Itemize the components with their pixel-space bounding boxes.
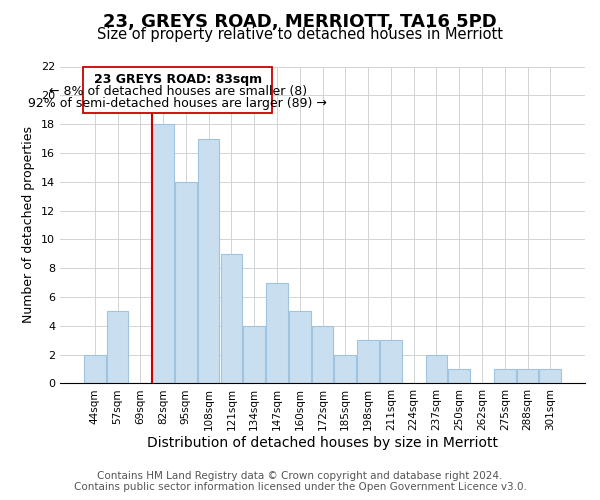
- Bar: [175, 182, 197, 384]
- Bar: [107, 312, 128, 384]
- Bar: [221, 254, 242, 384]
- Text: 23, GREYS ROAD, MERRIOTT, TA16 5PD: 23, GREYS ROAD, MERRIOTT, TA16 5PD: [103, 12, 497, 30]
- Text: 23 GREYS ROAD: 83sqm: 23 GREYS ROAD: 83sqm: [94, 73, 262, 86]
- Bar: [152, 124, 174, 384]
- Text: ← 8% of detached houses are smaller (8): ← 8% of detached houses are smaller (8): [49, 85, 307, 98]
- Bar: [448, 369, 470, 384]
- Text: 92% of semi-detached houses are larger (89) →: 92% of semi-detached houses are larger (…: [28, 98, 328, 110]
- Bar: [380, 340, 401, 384]
- X-axis label: Distribution of detached houses by size in Merriott: Distribution of detached houses by size …: [147, 436, 498, 450]
- Bar: [289, 312, 311, 384]
- Bar: [84, 354, 106, 384]
- Bar: [494, 369, 515, 384]
- Bar: [425, 354, 447, 384]
- FancyBboxPatch shape: [83, 66, 272, 112]
- Text: Size of property relative to detached houses in Merriott: Size of property relative to detached ho…: [97, 28, 503, 42]
- Bar: [244, 326, 265, 384]
- Bar: [312, 326, 334, 384]
- Bar: [357, 340, 379, 384]
- Bar: [539, 369, 561, 384]
- Bar: [266, 282, 288, 384]
- Y-axis label: Number of detached properties: Number of detached properties: [22, 126, 35, 324]
- Text: Contains HM Land Registry data © Crown copyright and database right 2024.
Contai: Contains HM Land Registry data © Crown c…: [74, 471, 526, 492]
- Bar: [517, 369, 538, 384]
- Bar: [198, 138, 220, 384]
- Bar: [334, 354, 356, 384]
